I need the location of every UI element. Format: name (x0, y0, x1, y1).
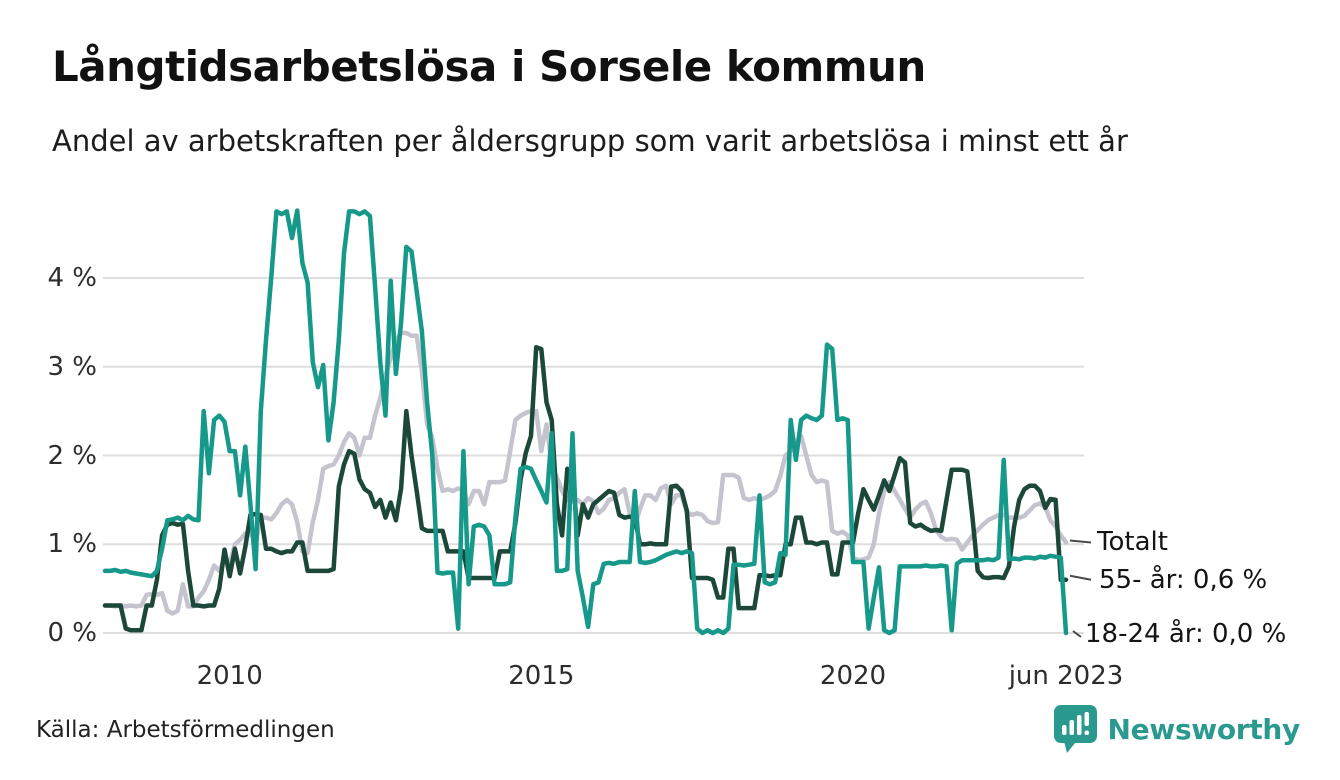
series-line-totalt (102, 330, 1069, 616)
annotation-ticks (1069, 539, 1092, 638)
newsworthy-wordmark: Newsworthy (1107, 712, 1301, 746)
y-axis-tick-label: 1 % (47, 529, 97, 560)
annotation-tick (1072, 630, 1082, 638)
newsworthy-logo-icon (1053, 705, 1097, 753)
x-axis-tick-label: 2010 (196, 661, 263, 691)
annotation-18-24-ar: 18-24 år: 0,0 % (1085, 619, 1287, 649)
annotation-tick (1069, 539, 1092, 544)
y-axis-tick-label: 4 % (47, 263, 97, 293)
x-axis-tick-label: 2015 (508, 661, 575, 691)
y-axis-tick-label: 0 % (47, 618, 97, 648)
annotation-tick (1069, 574, 1092, 581)
y-axis-tick-label: 3 % (47, 351, 97, 382)
page-title: Långtidsarbetslösa i Sorsele kommun (52, 42, 926, 91)
page-subtitle: Andel av arbetskraften per åldersgrupp s… (52, 124, 1128, 158)
x-axis-tick-label: jun 2023 (1008, 661, 1124, 691)
series-line-55-r (102, 344, 1069, 633)
y-axis-tick-label: 2 % (47, 440, 97, 471)
gridlines (103, 277, 1084, 634)
newsworthy-brand: Newsworthy (1052, 703, 1300, 755)
x-axis-tick-label: 2020 (819, 661, 887, 691)
annotation-55-ar: 55- år: 0,6 % (1099, 564, 1268, 595)
annotation-totalt: Totalt (1097, 527, 1168, 558)
series-line-18-24-r (102, 208, 1069, 636)
series-lines (102, 208, 1069, 636)
source-note: Källa: Arbetsförmedlingen (36, 717, 335, 743)
